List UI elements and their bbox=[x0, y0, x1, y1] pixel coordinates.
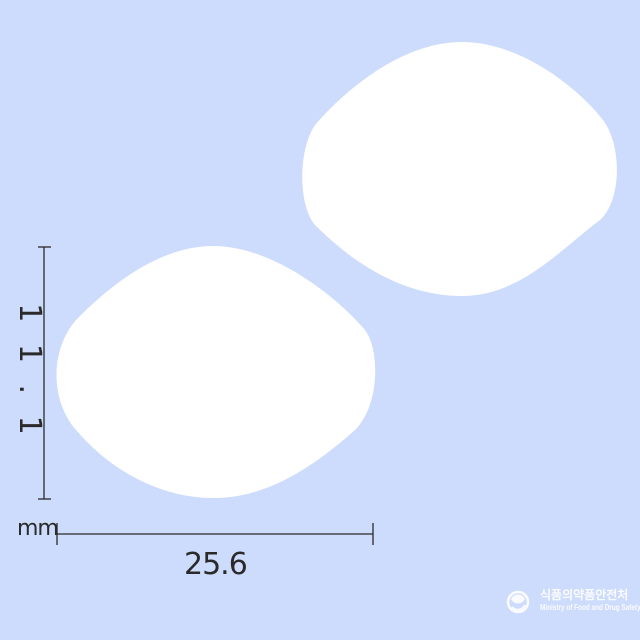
height-dimension-line bbox=[38, 246, 51, 500]
width-dimension-line bbox=[56, 523, 374, 545]
height-label: 1 1 . 1 bbox=[12, 303, 47, 441]
unit-label: mm bbox=[17, 516, 59, 541]
width-label: 25.6 bbox=[184, 547, 248, 582]
watermark-english: Ministry of Food and Drug Safety bbox=[540, 603, 640, 612]
mfds-watermark: 식품의약품안전처 Ministry of Food and Drug Safet… bbox=[506, 583, 640, 621]
tablet-back bbox=[302, 42, 617, 296]
watermark-korean: 식품의약품안전처 bbox=[540, 588, 629, 602]
government-emblem-icon bbox=[506, 590, 530, 614]
tablet-front bbox=[56, 246, 376, 498]
